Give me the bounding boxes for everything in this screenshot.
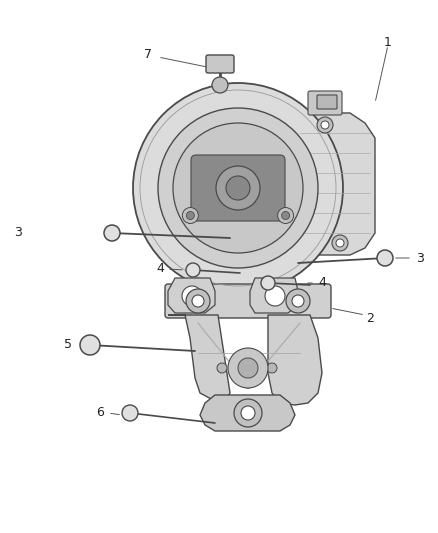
FancyBboxPatch shape (165, 284, 331, 318)
Text: 5: 5 (64, 338, 72, 351)
Circle shape (182, 286, 202, 306)
Circle shape (336, 239, 344, 247)
Polygon shape (250, 278, 298, 313)
Circle shape (80, 335, 100, 355)
Circle shape (282, 212, 290, 220)
Circle shape (182, 207, 198, 223)
Circle shape (292, 295, 304, 307)
Circle shape (377, 250, 393, 266)
Circle shape (261, 276, 275, 290)
Polygon shape (268, 315, 322, 405)
Circle shape (238, 358, 258, 378)
Circle shape (321, 121, 329, 129)
Polygon shape (295, 113, 375, 255)
Circle shape (332, 235, 348, 251)
Text: 4: 4 (156, 262, 164, 276)
Circle shape (217, 363, 227, 373)
FancyBboxPatch shape (317, 95, 337, 109)
Circle shape (173, 123, 303, 253)
Circle shape (226, 176, 250, 200)
FancyBboxPatch shape (206, 55, 234, 73)
Text: 1: 1 (384, 36, 392, 50)
FancyBboxPatch shape (191, 155, 285, 221)
Circle shape (241, 406, 255, 420)
Circle shape (228, 348, 268, 388)
Circle shape (234, 399, 262, 427)
Circle shape (186, 263, 200, 277)
Polygon shape (168, 278, 215, 313)
Circle shape (265, 286, 285, 306)
Circle shape (192, 295, 204, 307)
Text: 3: 3 (416, 252, 424, 264)
Text: 3: 3 (14, 227, 22, 239)
Circle shape (216, 166, 260, 210)
Circle shape (243, 378, 253, 388)
Circle shape (186, 212, 194, 220)
Text: 7: 7 (144, 49, 152, 61)
Circle shape (317, 117, 333, 133)
Circle shape (133, 83, 343, 293)
FancyBboxPatch shape (308, 91, 342, 115)
Polygon shape (168, 315, 230, 403)
Circle shape (122, 405, 138, 421)
Circle shape (104, 225, 120, 241)
Circle shape (186, 289, 210, 313)
Polygon shape (200, 395, 295, 431)
Circle shape (158, 108, 318, 268)
Circle shape (267, 363, 277, 373)
Circle shape (212, 77, 228, 93)
Circle shape (278, 207, 293, 223)
Text: 4: 4 (318, 277, 326, 289)
Text: 6: 6 (96, 407, 104, 419)
Circle shape (286, 289, 310, 313)
Text: 2: 2 (366, 311, 374, 325)
